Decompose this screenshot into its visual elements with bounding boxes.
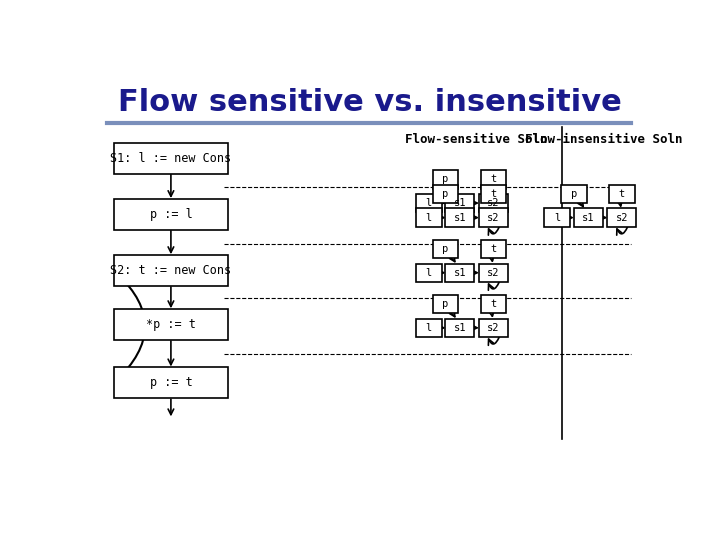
Text: t: t xyxy=(618,189,625,199)
FancyBboxPatch shape xyxy=(479,264,508,282)
FancyBboxPatch shape xyxy=(481,240,506,258)
Text: l: l xyxy=(426,198,432,208)
FancyBboxPatch shape xyxy=(481,185,506,203)
Text: p: p xyxy=(442,244,449,254)
FancyArrowPatch shape xyxy=(168,341,174,364)
FancyArrowPatch shape xyxy=(168,174,174,197)
FancyArrowPatch shape xyxy=(472,200,477,206)
Text: p := l: p := l xyxy=(150,208,192,221)
FancyArrowPatch shape xyxy=(448,310,455,316)
Text: t: t xyxy=(490,174,497,184)
Text: s1: s1 xyxy=(454,198,467,208)
Text: s2: s2 xyxy=(487,268,500,278)
FancyBboxPatch shape xyxy=(114,143,228,174)
FancyBboxPatch shape xyxy=(416,319,441,337)
Text: Flow-sensitive Soln: Flow-sensitive Soln xyxy=(405,133,548,146)
FancyArrowPatch shape xyxy=(488,227,499,235)
Text: Flow sensitive vs. insensitive: Flow sensitive vs. insensitive xyxy=(118,87,621,117)
FancyBboxPatch shape xyxy=(433,185,459,203)
FancyBboxPatch shape xyxy=(416,208,441,227)
FancyArrowPatch shape xyxy=(617,200,623,206)
FancyArrowPatch shape xyxy=(472,325,477,330)
Text: p: p xyxy=(442,299,449,309)
FancyArrowPatch shape xyxy=(488,213,499,220)
FancyArrowPatch shape xyxy=(472,215,477,220)
FancyArrowPatch shape xyxy=(438,215,444,220)
Text: t: t xyxy=(490,189,497,199)
FancyBboxPatch shape xyxy=(607,208,636,227)
Text: s1: s1 xyxy=(454,323,467,333)
FancyArrowPatch shape xyxy=(168,399,174,415)
FancyArrowPatch shape xyxy=(600,215,606,220)
FancyArrowPatch shape xyxy=(438,325,444,330)
Text: *p := t: *p := t xyxy=(146,318,196,331)
FancyBboxPatch shape xyxy=(114,255,228,286)
FancyBboxPatch shape xyxy=(114,309,228,340)
Text: p: p xyxy=(571,189,577,199)
FancyBboxPatch shape xyxy=(114,199,228,230)
Text: p: p xyxy=(442,189,449,199)
FancyArrowPatch shape xyxy=(168,231,174,253)
FancyBboxPatch shape xyxy=(481,295,506,313)
Text: t: t xyxy=(490,299,497,309)
FancyBboxPatch shape xyxy=(446,319,474,337)
Text: s2: s2 xyxy=(487,323,500,333)
Text: s2: s2 xyxy=(487,198,500,208)
FancyArrowPatch shape xyxy=(448,255,455,261)
FancyArrowPatch shape xyxy=(438,200,444,206)
FancyBboxPatch shape xyxy=(416,194,441,212)
FancyArrowPatch shape xyxy=(472,270,477,275)
FancyBboxPatch shape xyxy=(609,185,634,203)
Text: s1: s1 xyxy=(582,213,595,222)
FancyArrowPatch shape xyxy=(567,215,572,220)
FancyArrowPatch shape xyxy=(577,200,583,206)
FancyBboxPatch shape xyxy=(114,367,228,399)
Text: s2: s2 xyxy=(487,213,500,222)
FancyBboxPatch shape xyxy=(433,295,459,313)
FancyBboxPatch shape xyxy=(481,170,506,188)
Text: s2: s2 xyxy=(616,213,628,222)
Text: S1: l := new Cons: S1: l := new Cons xyxy=(110,152,231,165)
FancyBboxPatch shape xyxy=(561,185,587,203)
FancyBboxPatch shape xyxy=(416,264,441,282)
FancyArrowPatch shape xyxy=(488,282,499,290)
FancyArrowPatch shape xyxy=(489,310,494,316)
FancyArrowPatch shape xyxy=(438,270,444,275)
FancyBboxPatch shape xyxy=(574,208,603,227)
Text: s1: s1 xyxy=(454,213,467,222)
FancyBboxPatch shape xyxy=(446,264,474,282)
Text: S2: t := new Cons: S2: t := new Cons xyxy=(110,264,231,277)
FancyBboxPatch shape xyxy=(433,240,459,258)
Text: Flow-insensitive Soln: Flow-insensitive Soln xyxy=(525,133,682,146)
FancyBboxPatch shape xyxy=(479,319,508,337)
FancyArrowPatch shape xyxy=(488,338,499,345)
Text: p := t: p := t xyxy=(150,376,192,389)
Text: l: l xyxy=(554,213,560,222)
FancyBboxPatch shape xyxy=(446,194,474,212)
FancyBboxPatch shape xyxy=(479,194,508,212)
FancyBboxPatch shape xyxy=(479,208,508,227)
FancyArrowPatch shape xyxy=(489,200,494,206)
Text: l: l xyxy=(426,268,432,278)
FancyArrowPatch shape xyxy=(448,186,455,192)
FancyArrowPatch shape xyxy=(489,255,494,261)
FancyArrowPatch shape xyxy=(168,287,174,307)
FancyArrowPatch shape xyxy=(448,200,455,206)
FancyBboxPatch shape xyxy=(544,208,570,227)
FancyArrowPatch shape xyxy=(489,186,494,192)
FancyBboxPatch shape xyxy=(433,170,459,188)
FancyArrowPatch shape xyxy=(116,274,145,381)
Text: p: p xyxy=(442,174,449,184)
Text: t: t xyxy=(490,244,497,254)
Text: s1: s1 xyxy=(454,268,467,278)
FancyArrowPatch shape xyxy=(617,227,627,235)
FancyBboxPatch shape xyxy=(446,208,474,227)
Text: l: l xyxy=(426,213,432,222)
Text: l: l xyxy=(426,323,432,333)
